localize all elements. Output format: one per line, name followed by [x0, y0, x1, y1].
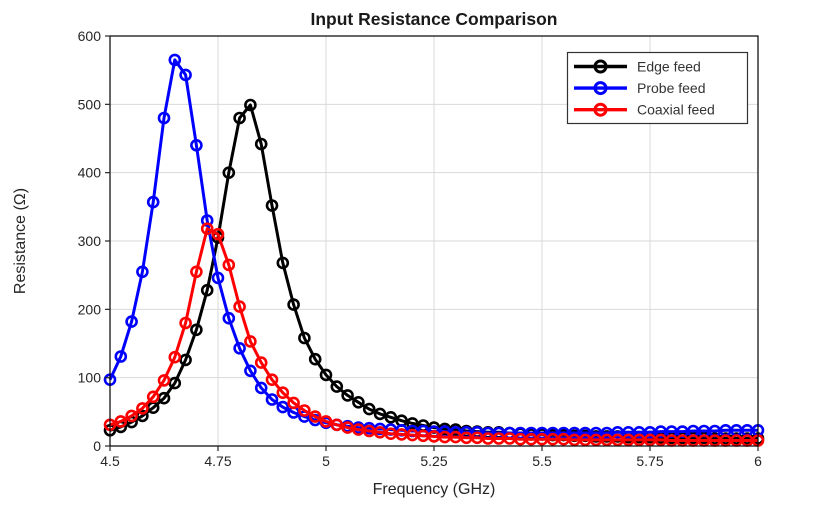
marker-edge-feed [222, 166, 236, 179]
marker-edge-feed [254, 137, 268, 151]
legend-item-edge-feed: Edge feed [574, 59, 701, 75]
y-tick-label: 300 [78, 233, 102, 249]
marker-coaxial-feed [146, 390, 160, 404]
y-tick-label: 400 [78, 165, 102, 181]
marker-coaxial-feed [319, 415, 333, 428]
marker-coaxial-feed [114, 415, 128, 428]
x-tick-label: 4.5 [100, 453, 120, 469]
y-tick-label: 600 [78, 28, 102, 44]
marker-edge-feed [200, 283, 214, 297]
marker-coaxial-feed [244, 335, 257, 348]
x-tick-label: 5.25 [420, 453, 447, 469]
marker-probe-feed [276, 400, 290, 414]
marker-edge-feed [190, 323, 203, 337]
legend-item-coaxial-feed: Coaxial feed [574, 102, 715, 118]
marker-coaxial-feed [179, 316, 192, 330]
marker-edge-feed [319, 368, 333, 382]
marker-edge-feed [168, 376, 182, 390]
marker-probe-feed [222, 311, 236, 325]
legend-marker-sample [593, 59, 608, 74]
marker-coaxial-feed [200, 222, 214, 235]
marker-coaxial-feed [233, 300, 246, 313]
marker-coaxial-feed [330, 418, 344, 432]
marker-coaxial-feed [222, 258, 236, 272]
marker-edge-feed [179, 353, 192, 367]
chart-title: Input Resistance Comparison [311, 9, 558, 29]
marker-edge-feed [265, 199, 279, 212]
marker-edge-feed [244, 98, 257, 112]
series-coaxial-feed [103, 222, 765, 447]
marker-coaxial-feed [125, 409, 138, 423]
marker-coaxial-feed [265, 373, 279, 387]
y-axis-label: Resistance (Ω) [12, 188, 29, 294]
marker-edge-feed [276, 256, 290, 270]
axis-ticks: 4.5 4.75 5 5.25 5.5 5.75 6 0 100 200 300 400 500 600 [78, 28, 762, 469]
marker-edge-feed [362, 402, 376, 416]
marker-edge-feed [298, 331, 311, 345]
marker-edge-feed [330, 380, 344, 393]
marker-probe-feed [254, 381, 268, 395]
marker-probe-feed [114, 350, 128, 363]
marker-coaxial-feed [254, 356, 268, 369]
y-tick-label: 100 [78, 370, 102, 386]
marker-coaxial-feed [157, 374, 171, 387]
marker-coaxial-feed [211, 227, 225, 241]
marker-coaxial-feed [168, 350, 182, 364]
x-axis-label: Frequency (GHz) [373, 481, 496, 498]
series-line-coaxial-feed [109, 227, 758, 442]
y-tick-label: 500 [78, 96, 102, 112]
marker-probe-feed [136, 265, 149, 279]
x-tick-label: 6 [754, 453, 762, 469]
marker-edge-feed [308, 352, 322, 366]
marker-probe-feed [211, 271, 225, 285]
marker-edge-feed [287, 298, 300, 311]
legend-label: Edge feed [637, 59, 701, 75]
legend-label: Probe feed [637, 80, 706, 96]
marker-probe-feed [190, 139, 203, 152]
marker-probe-feed [146, 195, 160, 209]
marker-coaxial-feed [136, 402, 149, 415]
marker-probe-feed [125, 315, 138, 328]
x-tick-label: 4.75 [204, 453, 231, 469]
legend-item-probe-feed: Probe feed [574, 80, 706, 96]
marker-edge-feed [373, 407, 387, 421]
legend-marker-sample [593, 102, 608, 117]
marker-edge-feed [341, 389, 354, 402]
marker-edge-feed [352, 395, 365, 409]
marker-probe-feed [233, 341, 246, 355]
marker-coaxial-feed [276, 386, 290, 400]
marker-probe-feed [265, 393, 279, 406]
y-tick-label: 0 [93, 438, 101, 454]
x-tick-label: 5.75 [636, 453, 663, 469]
x-tick-label: 5.5 [532, 453, 552, 469]
legend-box: Edge feed Probe feed Coaxial feed [566, 51, 749, 125]
marker-coaxial-feed [308, 410, 322, 423]
legend-marker-sample [593, 81, 608, 96]
marker-coaxial-feed [287, 396, 300, 410]
marker-edge-feed [384, 410, 398, 424]
legend-label: Coaxial feed [637, 102, 715, 118]
marker-coaxial-feed [298, 404, 311, 417]
x-tick-label: 5 [322, 453, 330, 469]
marker-probe-feed [200, 214, 214, 227]
y-tick-label: 200 [78, 301, 102, 317]
data-series-layer [103, 53, 765, 447]
marker-probe-feed [168, 53, 182, 67]
marker-probe-feed [157, 111, 171, 125]
marker-edge-feed [233, 111, 246, 125]
marker-probe-feed [244, 364, 257, 378]
marker-probe-feed [179, 68, 192, 82]
marker-coaxial-feed [190, 265, 203, 279]
